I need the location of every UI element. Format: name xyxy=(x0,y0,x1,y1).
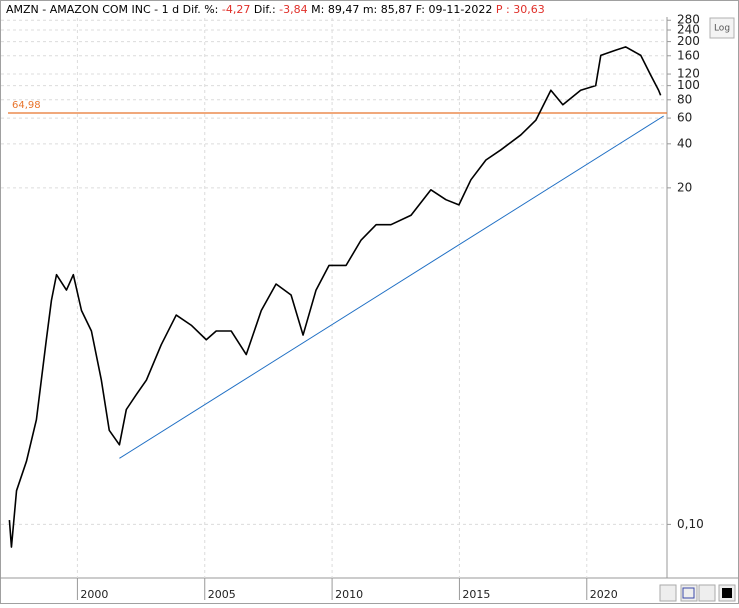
x-tick-label: 2015 xyxy=(462,588,490,601)
y-tick-label: 20 xyxy=(677,180,692,194)
dif: -3,84 xyxy=(279,3,307,16)
x-tick-label: 2005 xyxy=(208,588,236,601)
price-line xyxy=(8,46,662,548)
log-button-label: Log xyxy=(714,24,730,34)
label: Dif. %: xyxy=(183,3,219,16)
y-tick-label: 160 xyxy=(677,48,700,62)
period: 1 d xyxy=(162,3,179,16)
save-icon xyxy=(682,587,695,599)
x-tick-label: 2010 xyxy=(335,588,363,601)
scroll-button[interactable] xyxy=(659,584,677,602)
label: P : xyxy=(496,3,510,16)
label: m: xyxy=(363,3,377,16)
y-tick-label: 80 xyxy=(677,92,692,106)
y-tick-label: 120 xyxy=(677,67,700,81)
dif-pct: -4,27 xyxy=(222,3,250,16)
pin-button[interactable] xyxy=(698,584,716,602)
min: 85,87 xyxy=(381,3,413,16)
symbol: AMZN - AMAZON COM INC - xyxy=(6,3,158,16)
save-button[interactable] xyxy=(680,584,698,602)
label: F: xyxy=(416,3,425,16)
x-tick-label: 2000 xyxy=(80,588,108,601)
y-tick-label: 240 xyxy=(677,23,700,37)
y-tick-label: 40 xyxy=(677,136,692,150)
x-tick-label: 2020 xyxy=(590,588,618,601)
log-button[interactable] xyxy=(709,17,735,39)
level-label: 64,98 xyxy=(12,100,41,111)
label: M: xyxy=(311,3,324,16)
label: Dif.: xyxy=(254,3,276,16)
max: 89,47 xyxy=(328,3,360,16)
date: 09-11-2022 xyxy=(428,3,492,16)
y-tick-label: 0,10 xyxy=(677,517,704,531)
y-tick-label: 280 xyxy=(677,13,700,27)
trend-line xyxy=(119,115,664,459)
y-tick-label: 60 xyxy=(677,111,692,125)
p: 30,63 xyxy=(513,3,545,16)
y-tick-label: 200 xyxy=(677,34,700,48)
color-swatch xyxy=(722,588,732,598)
header: AMZN - AMAZON COM INC - 1 d Dif. %: -4,2… xyxy=(6,3,545,16)
y-tick-label: 100 xyxy=(677,78,700,92)
